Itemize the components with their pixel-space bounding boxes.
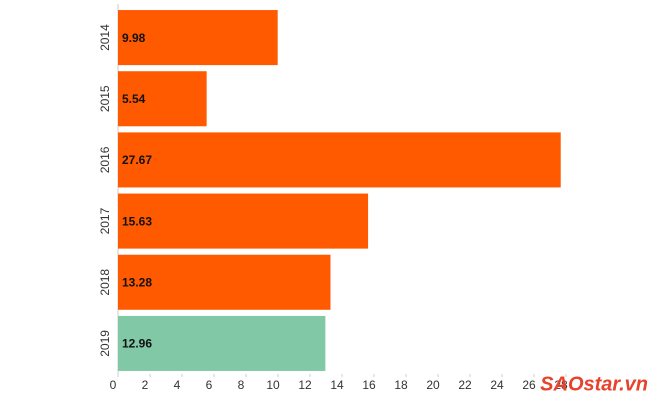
y-tick-label: 2019 [98, 330, 112, 357]
bar [118, 254, 331, 310]
x-tick-label: 26 [522, 378, 536, 392]
x-tick-label: 20 [426, 378, 440, 392]
x-tick-label: 10 [266, 378, 280, 392]
x-tick-label: 0 [110, 378, 117, 392]
bar [118, 193, 369, 249]
bar [118, 315, 326, 371]
x-tick-label: 2 [142, 378, 149, 392]
bar [118, 132, 561, 188]
x-tick-label: 28 [554, 378, 568, 392]
bar [118, 71, 207, 127]
x-tick-label: 8 [238, 378, 245, 392]
value-label: 9.98 [122, 31, 146, 45]
value-label: 15.63 [122, 214, 152, 228]
y-tick-label: 2018 [98, 269, 112, 296]
y-tick-label: 2017 [98, 207, 112, 234]
x-tick-label: 14 [330, 378, 344, 392]
y-tick-label: 2015 [98, 85, 112, 112]
x-tick-label: 4 [174, 378, 181, 392]
x-tick-label: 6 [206, 378, 213, 392]
y-tick-label: 2016 [98, 146, 112, 173]
watermark: SAOstar.vn [540, 373, 648, 395]
value-label: 12.96 [122, 337, 152, 351]
x-tick-label: 16 [362, 378, 376, 392]
x-tick-label: 24 [490, 378, 504, 392]
y-tick-label: 2014 [98, 24, 112, 51]
x-tick-label: 18 [394, 378, 408, 392]
value-label: 27.67 [122, 153, 152, 167]
x-tick-label: 12 [298, 378, 312, 392]
x-tick-label: 22 [458, 378, 472, 392]
value-label: 5.54 [122, 92, 146, 106]
value-label: 13.28 [122, 275, 152, 289]
bar [118, 10, 278, 66]
